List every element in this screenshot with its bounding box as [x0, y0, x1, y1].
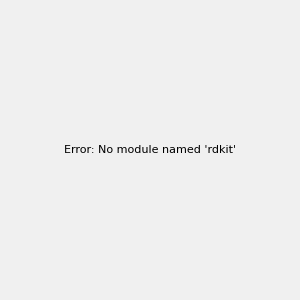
Text: Error: No module named 'rdkit': Error: No module named 'rdkit' [64, 145, 236, 155]
